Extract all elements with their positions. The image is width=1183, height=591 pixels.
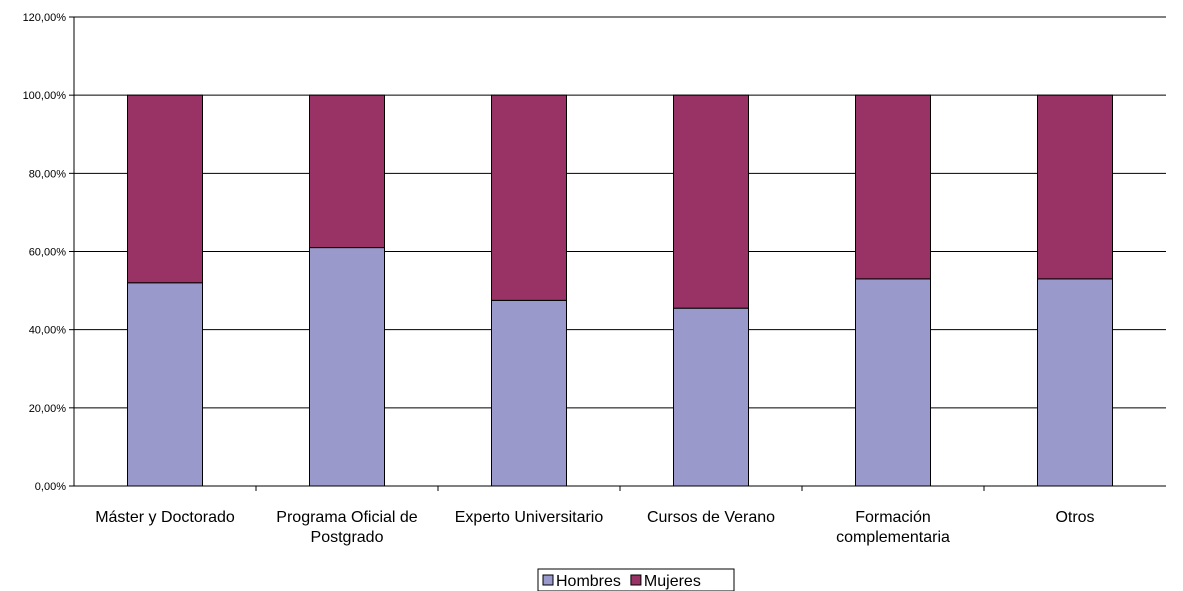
bar-hombres: [673, 307, 749, 487]
x-category-label: Programa Oficial de Postgrado: [276, 509, 417, 546]
y-tick-label: 120,00%: [23, 12, 67, 24]
bar-hombres: [127, 282, 203, 487]
legend-label-hombres: Hombres: [556, 573, 621, 590]
y-tick-labels: 0,00% 20,00% 40,00% 60,00% 80,00% 100,00% 120,…: [23, 12, 67, 493]
x-category-label: Formación complementaria: [836, 509, 950, 546]
bar-mujeres: [309, 94, 385, 249]
axes: [69, 16, 1166, 491]
y-tick-label: 80,00%: [29, 168, 67, 180]
gridlines: [74, 16, 1166, 409]
bars: [127, 94, 1113, 487]
bar-hombres: [491, 299, 567, 487]
legend: Hombres Mujeres: [537, 568, 735, 591]
y-tick-label: 60,00%: [29, 247, 67, 259]
bar-mujeres: [127, 94, 203, 284]
bar-mujeres: [1037, 94, 1113, 280]
bar-mujeres: [491, 94, 567, 301]
bar-hombres: [309, 247, 385, 487]
y-tick-label: 100,00%: [23, 90, 67, 102]
x-category-labels: Máster y Doctorado Programa Oficial de Pos…: [95, 509, 1094, 546]
x-category-label: Máster y Doctorado: [95, 509, 235, 526]
bar-mujeres: [855, 94, 931, 280]
bar-hombres: [1037, 278, 1113, 487]
x-category-label: Otros: [1055, 509, 1094, 526]
x-category-label: Experto Universitario: [455, 509, 604, 526]
legend-label-mujeres: Mujeres: [644, 573, 701, 590]
bar-hombres: [855, 278, 931, 487]
y-tick-label: 20,00%: [29, 403, 67, 415]
x-category-label: Cursos de Verano: [647, 509, 775, 526]
legend-swatch-hombres: [542, 574, 554, 586]
y-tick-label: 40,00%: [29, 325, 67, 337]
legend-swatch-mujeres: [630, 574, 642, 586]
y-tick-label: 0,00%: [35, 481, 66, 493]
bar-mujeres: [673, 94, 749, 309]
